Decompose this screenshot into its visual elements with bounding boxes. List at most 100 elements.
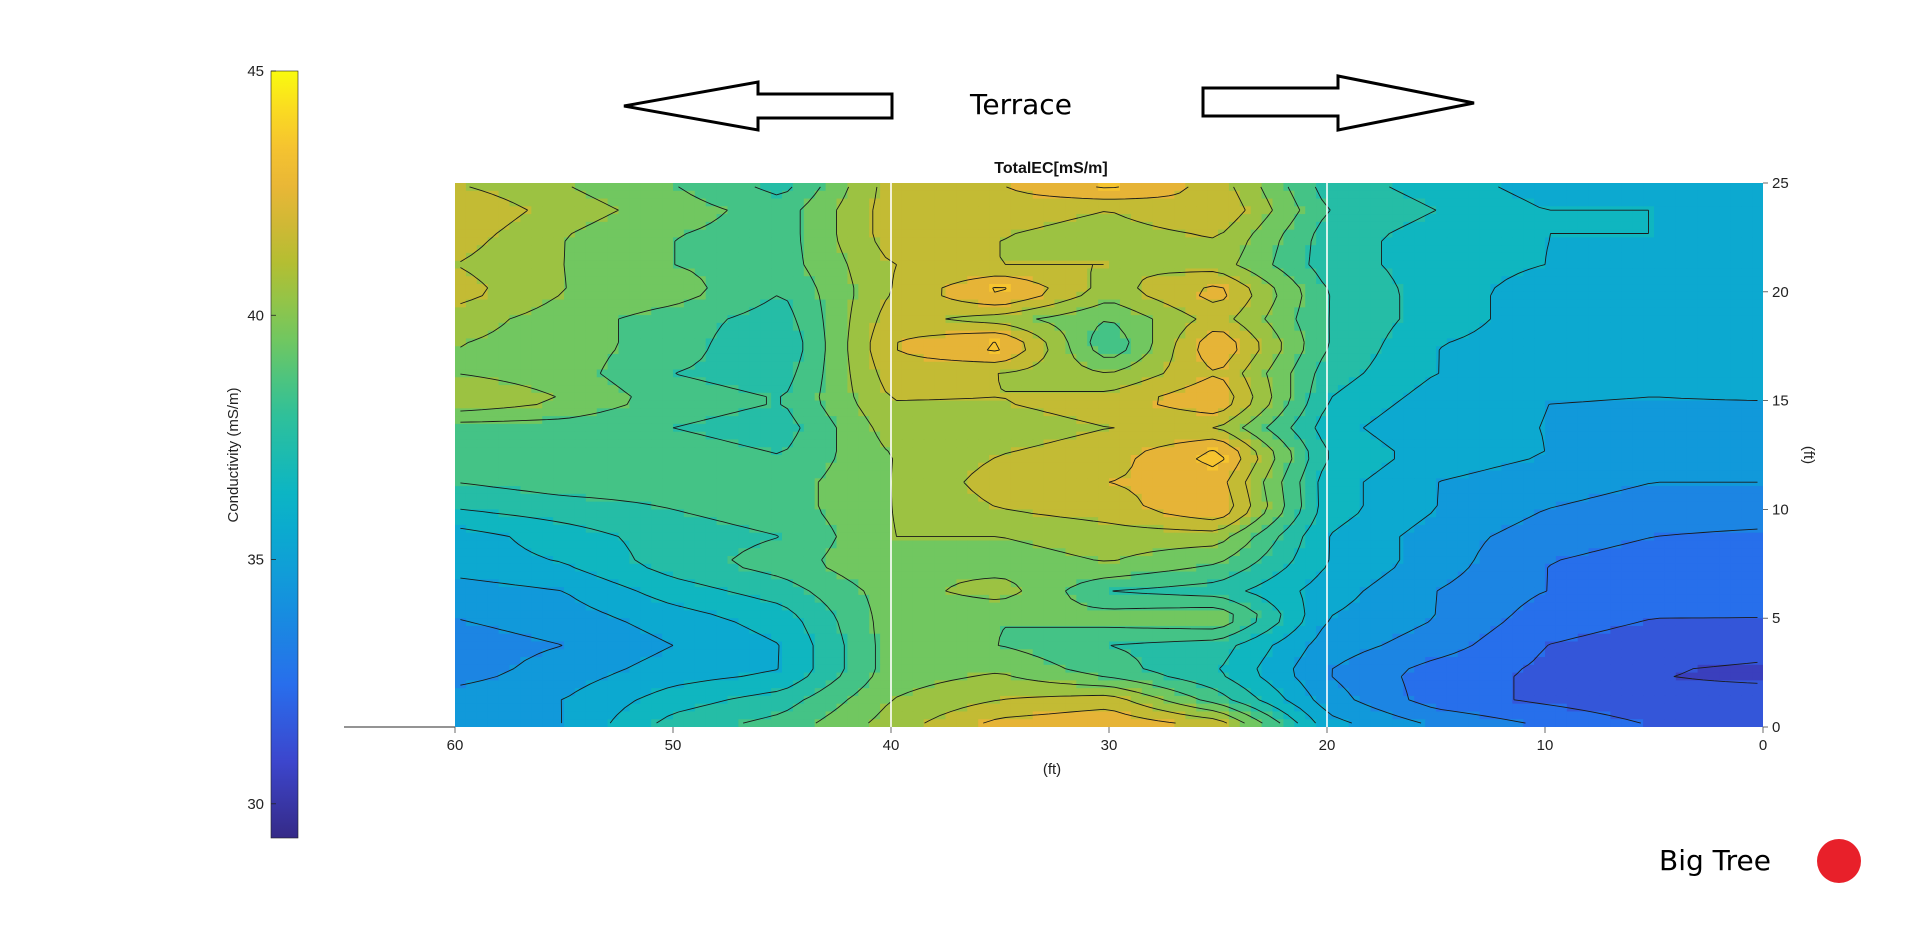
heatmap-cell <box>760 330 772 340</box>
heatmap-cell <box>455 377 467 386</box>
heatmap-cell <box>1272 229 1284 238</box>
heatmap-cell <box>520 439 532 448</box>
heatmap-cell <box>1599 338 1611 347</box>
heatmap-cell <box>1752 299 1763 308</box>
heatmap-cell <box>1174 221 1186 231</box>
heatmap-cell <box>847 385 859 394</box>
heatmap-cell <box>1327 353 1339 363</box>
heatmap-cell <box>978 245 990 254</box>
heatmap-cell <box>1043 206 1056 215</box>
heatmap-cell <box>651 455 663 464</box>
heatmap-cell <box>1305 361 1317 371</box>
heatmap-cell <box>1654 229 1666 238</box>
heatmap-cell <box>1294 268 1306 277</box>
heatmap-cell <box>716 385 729 394</box>
heatmap-cell <box>1457 276 1470 285</box>
heatmap-cell <box>1370 423 1383 433</box>
heatmap-cell <box>912 284 925 293</box>
heatmap-cell <box>1185 470 1197 479</box>
heatmap-cell <box>1054 229 1066 238</box>
heatmap-cell <box>1359 346 1372 355</box>
heatmap-cell <box>1272 408 1284 417</box>
heatmap-cell <box>607 470 620 479</box>
heatmap-cell <box>1239 299 1252 308</box>
heatmap-cell <box>836 237 848 246</box>
heatmap-cell <box>520 268 532 277</box>
heatmap-cell <box>1730 260 1742 270</box>
heatmap-cell <box>1545 346 1557 355</box>
heatmap-cell <box>716 353 729 363</box>
heatmap-cell <box>694 276 707 285</box>
heatmap-cell <box>967 221 979 231</box>
heatmap-cell <box>1207 493 1219 503</box>
heatmap-cell <box>749 447 761 456</box>
heatmap-cell <box>1316 229 1328 238</box>
heatmap-cell <box>1196 470 1208 479</box>
heatmap-cell <box>509 252 521 262</box>
heatmap-cell <box>662 431 674 441</box>
heatmap-cell <box>989 291 1001 301</box>
heatmap-cell <box>858 276 870 285</box>
heatmap-cell <box>945 245 957 254</box>
heatmap-cell <box>836 330 848 340</box>
heatmap-cell <box>1065 198 1077 207</box>
heatmap-cell <box>716 206 729 215</box>
heatmap-cell <box>1316 221 1328 231</box>
heatmap-cell <box>967 268 979 277</box>
heatmap-cell <box>880 392 892 402</box>
heatmap-cell <box>1272 245 1284 254</box>
heatmap-cell <box>1109 276 1121 285</box>
heatmap-cell <box>640 221 652 231</box>
heatmap-cell <box>1501 245 1513 254</box>
heatmap-cell <box>1054 245 1066 254</box>
heatmap-cell <box>1425 493 1437 503</box>
heatmap-cell <box>1272 190 1284 200</box>
heatmap-cell <box>1218 214 1230 223</box>
heatmap-cell <box>585 470 598 479</box>
heatmap-cell <box>1512 330 1524 340</box>
heatmap-cell <box>858 478 870 487</box>
heatmap-cell <box>1697 284 1710 293</box>
heatmap-cell <box>1250 493 1263 503</box>
heatmap-cell <box>1664 353 1677 363</box>
heatmap-cell <box>1632 346 1644 355</box>
heatmap-cell <box>934 408 947 417</box>
heatmap-cell <box>1305 369 1317 378</box>
heatmap-cell <box>1054 416 1066 425</box>
heatmap-cell <box>847 284 859 293</box>
heatmap-cell <box>760 183 772 192</box>
heatmap-cell <box>1588 353 1601 363</box>
heatmap-cell <box>618 501 630 510</box>
heatmap-cell <box>1076 338 1088 347</box>
heatmap-cell <box>1468 462 1481 472</box>
heatmap-cell <box>1337 361 1350 371</box>
heatmap-cell <box>1196 493 1208 503</box>
heatmap-cell <box>1741 252 1753 262</box>
heatmap-cell <box>1588 346 1601 355</box>
heatmap-cell <box>901 183 914 192</box>
heatmap-cell <box>1305 353 1317 363</box>
heatmap-cell <box>564 493 576 503</box>
heatmap-cell <box>836 400 848 409</box>
heatmap-cell <box>1501 470 1513 479</box>
heatmap-cell <box>531 493 543 503</box>
heatmap-cell <box>1686 462 1699 472</box>
heatmap-cell <box>1523 423 1535 433</box>
heatmap-cell <box>716 416 729 425</box>
heatmap-cell <box>1457 260 1470 270</box>
heatmap-cell <box>1381 198 1393 207</box>
heatmap-cell <box>1686 385 1699 394</box>
heatmap-cell <box>498 284 511 293</box>
heatmap-cell <box>1043 377 1056 386</box>
heatmap-cell <box>891 252 903 262</box>
heatmap-cell <box>978 377 990 386</box>
heatmap-cell <box>574 416 587 425</box>
heatmap-cell <box>1545 400 1557 409</box>
heatmap-cell <box>727 486 739 495</box>
heatmap-cell <box>1370 252 1383 262</box>
heatmap-cell <box>564 190 576 200</box>
heatmap-cell <box>901 198 914 207</box>
heatmap-cell <box>1272 361 1284 371</box>
heatmap-cell <box>1730 493 1742 503</box>
heatmap-cell <box>1403 190 1415 200</box>
